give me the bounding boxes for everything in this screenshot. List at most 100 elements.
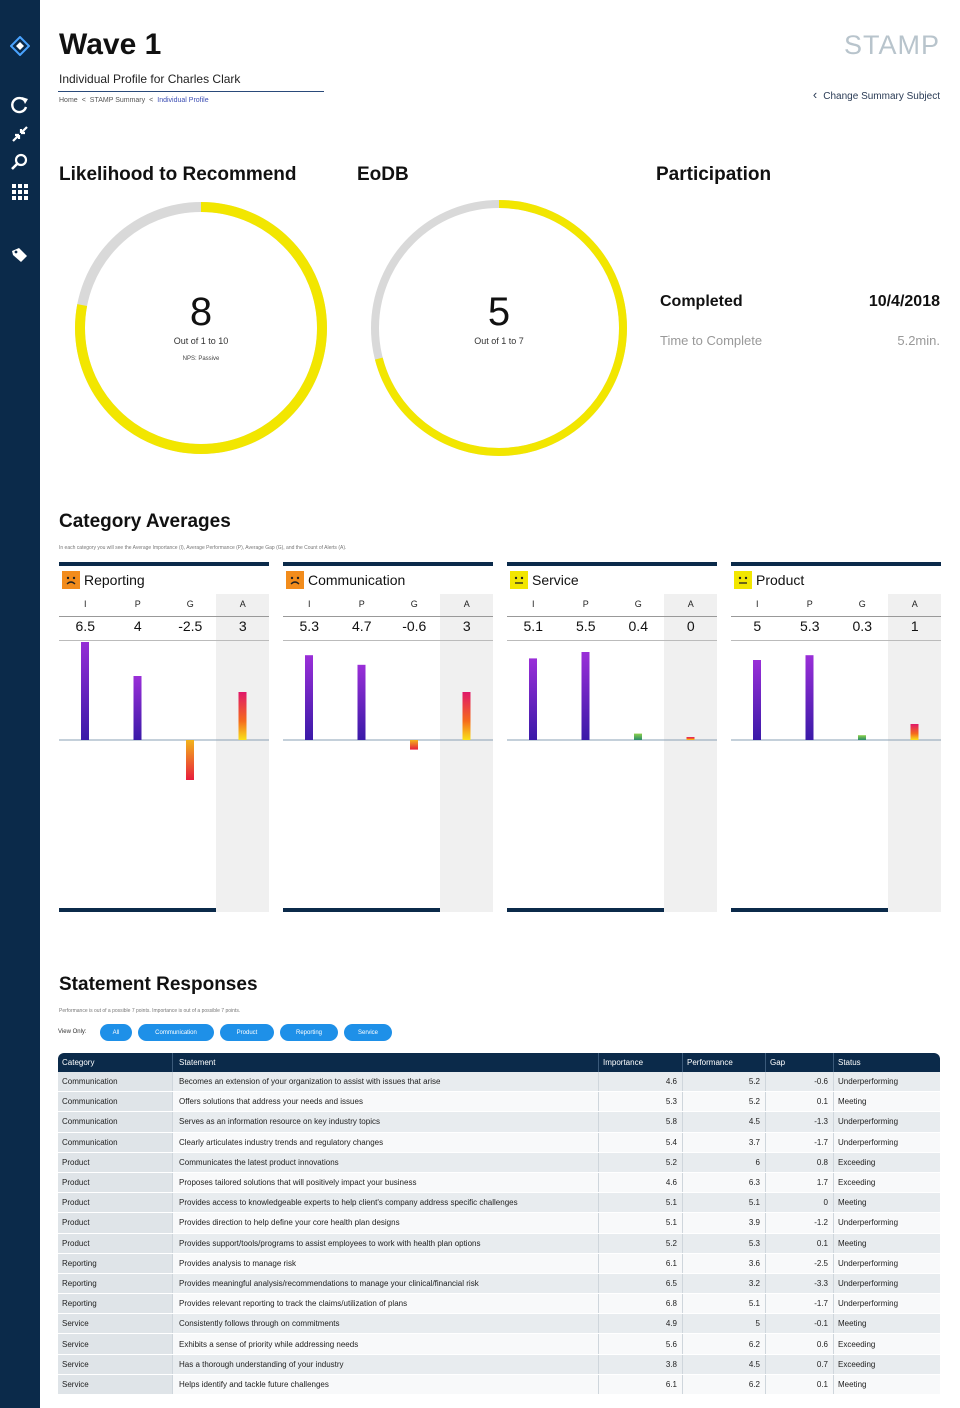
cell-performance: 3.2 (683, 1273, 766, 1294)
bar-performance[interactable] (133, 676, 142, 740)
filter-chip-service[interactable]: Service (344, 1024, 392, 1041)
table-row[interactable]: Service Exhibits a sense of priority whil… (58, 1334, 940, 1355)
cell-performance: 3.9 (683, 1213, 766, 1233)
cell-status: Meeting (838, 1319, 867, 1329)
cell-gap: -0.1 (766, 1314, 834, 1334)
cell-importance: 5.2 (599, 1152, 683, 1172)
breadcrumb-separator: < (149, 97, 154, 104)
statement-responses-title: Statement Responses (59, 974, 258, 995)
filter-chip-communication[interactable]: Communication (138, 1024, 214, 1041)
filter-chip-product[interactable]: Product (220, 1024, 274, 1041)
metric-letter: A (463, 599, 470, 609)
cell-category: Product (58, 1213, 173, 1233)
alert-column-shade (888, 594, 941, 912)
change-summary-subject-link[interactable]: ‹ Change Summary Subject (813, 87, 940, 102)
cell-category: Product (58, 1193, 173, 1213)
filter-chip-all[interactable]: All (100, 1024, 132, 1041)
bar-gap[interactable] (410, 740, 418, 750)
divider (731, 616, 941, 617)
cell-importance: 6.1 (599, 1253, 683, 1273)
cell-importance: 5.6 (599, 1334, 683, 1354)
title-divider (58, 91, 324, 92)
bar-importance[interactable] (305, 655, 313, 740)
column-header-statement[interactable]: Statement (173, 1053, 599, 1072)
cell-category: Service (58, 1354, 173, 1374)
cell-performance: 3.6 (683, 1253, 766, 1273)
breadcrumb-stamp-summary[interactable]: STAMP Summary (89, 97, 146, 104)
breadcrumb-individual-profile: Individual Profile (157, 97, 209, 104)
bar-importance[interactable] (753, 660, 761, 740)
table-row[interactable]: Product Provides access to knowledgeable … (58, 1193, 940, 1214)
bar-alerts[interactable] (910, 724, 919, 740)
brand-logo: STAMP (843, 30, 940, 60)
metric-value: 3 (462, 618, 471, 634)
cell-status: Exceeding (838, 1339, 876, 1349)
bar-performance[interactable] (357, 664, 366, 740)
bar-importance[interactable] (529, 658, 537, 740)
table-row[interactable]: Reporting Provides meaningful analysis/re… (58, 1273, 940, 1295)
divider (507, 640, 717, 641)
table-row[interactable]: Reporting Provides analysis to manage ris… (58, 1253, 940, 1274)
table-row[interactable]: Product Proposes tailored solutions that … (58, 1172, 940, 1194)
cell-statement: Provides support/tools/programs to assis… (173, 1233, 599, 1253)
cell-importance: 5.4 (599, 1132, 683, 1152)
column-header-importance[interactable]: Importance (599, 1053, 683, 1072)
cell-importance: 6.1 (599, 1374, 683, 1394)
table-row[interactable]: Product Communicates the latest product i… (58, 1152, 940, 1173)
bar-importance[interactable] (81, 642, 89, 740)
table-row[interactable]: Communication Offers solutions that addre… (58, 1092, 940, 1113)
divider (59, 640, 269, 641)
bar-gap[interactable] (634, 733, 642, 740)
cell-gap: 0 (766, 1193, 834, 1213)
cell-status: Exceeding (838, 1359, 876, 1369)
table-row[interactable]: Product Provides direction to help define… (58, 1213, 940, 1234)
metric-value: 0.4 (628, 618, 648, 634)
table-row[interactable]: Product Provides support/tools/programs t… (58, 1233, 940, 1254)
bar-gap[interactable] (186, 740, 194, 780)
filter-chip-reporting[interactable]: Reporting (280, 1024, 338, 1041)
bar-alerts[interactable] (686, 737, 695, 740)
column-header-status[interactable]: Status (838, 1058, 861, 1067)
table-row[interactable]: Service Helps identify and tackle future … (58, 1374, 940, 1395)
table-row[interactable]: Communication Becomes an extension of you… (58, 1072, 940, 1093)
bar-performance[interactable] (805, 655, 814, 740)
cell-gap: 0.1 (766, 1092, 834, 1112)
grid-icon[interactable] (8, 180, 32, 204)
breadcrumb-home[interactable]: Home (59, 97, 78, 104)
table-row[interactable]: Service Has a thorough understanding of y… (58, 1354, 940, 1375)
cell-importance: 3.8 (599, 1354, 683, 1374)
bar-alerts[interactable] (238, 692, 247, 740)
column-header-gap[interactable]: Gap (766, 1053, 834, 1072)
table-row[interactable]: Communication Serves as an information re… (58, 1112, 940, 1133)
cell-performance: 6.2 (683, 1334, 766, 1354)
cell-category: Reporting (58, 1253, 173, 1273)
ltr-gauge: 8 Out of 1 to 10 NPS: Passive (71, 198, 331, 458)
cell-performance: 5.3 (683, 1233, 766, 1253)
cell-category: Communication (58, 1132, 173, 1152)
tags-icon[interactable] (8, 243, 32, 267)
participation-title: Participation (656, 164, 772, 185)
cell-status: Exceeding (838, 1157, 876, 1167)
cell-performance: 6.2 (683, 1374, 766, 1394)
metric-values: 5 5.3 0.3 1 (731, 618, 941, 634)
column-header-performance[interactable]: Performance (683, 1053, 766, 1072)
metric-letter: P (358, 599, 365, 609)
bar-performance[interactable] (581, 652, 590, 740)
bar-gap[interactable] (858, 735, 866, 740)
table-row[interactable]: Reporting Provides relevant reporting to … (58, 1294, 940, 1315)
category-bar-chart (283, 655, 493, 750)
bar-alerts[interactable] (462, 692, 471, 740)
cell-category: Product (58, 1233, 173, 1253)
statement-responses-note: Performance is out of a possible 7 point… (59, 1008, 241, 1014)
statement-filters: All Communication Product Reporting Serv… (100, 1024, 392, 1041)
refresh-icon[interactable] (8, 93, 32, 117)
table-row[interactable]: Communication Clearly articulates industr… (58, 1132, 940, 1153)
cell-status: Meeting (838, 1097, 867, 1107)
compress-icon[interactable] (8, 122, 32, 146)
column-header-category[interactable]: Category (58, 1053, 173, 1072)
search-icon[interactable] (8, 150, 32, 174)
logo-diamond-icon[interactable] (8, 34, 32, 58)
table-row[interactable]: Service Consistently follows through on c… (58, 1314, 940, 1335)
